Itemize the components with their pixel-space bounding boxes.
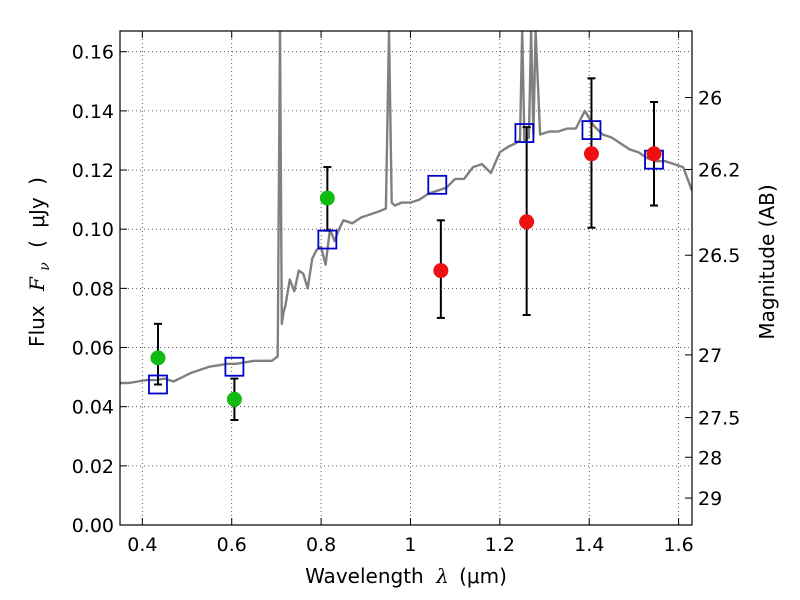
y-tick-label: 0.16 xyxy=(72,42,114,64)
y-tick-label: 0.12 xyxy=(72,160,114,182)
model-flux-square xyxy=(224,356,245,377)
y-axis-label-unit-open: ( xyxy=(25,240,49,248)
y-axis-label: Flux F ν ( μJy ) xyxy=(25,177,54,347)
x-axis-label-symbol: λ xyxy=(435,564,449,588)
right-tick-label: 28 xyxy=(698,447,722,469)
x-tick-label: 0.4 xyxy=(127,534,157,556)
photometry-point xyxy=(519,214,535,230)
x-tick-label: 1.2 xyxy=(485,534,515,556)
right-tick-label: 26.2 xyxy=(698,159,740,181)
model-flux-square xyxy=(427,174,448,195)
photometry-point xyxy=(646,146,662,162)
y-tick-label: 0.02 xyxy=(72,456,114,478)
y-axis-label-symbol: F xyxy=(25,276,49,292)
x-axis-label-unit: (μm) xyxy=(459,564,507,588)
y-axis-label-unit-close: ) xyxy=(25,177,49,185)
photometry-point xyxy=(319,190,335,206)
right-tick-label: 27.5 xyxy=(698,408,740,430)
y-axis-label-text: Flux xyxy=(25,305,49,347)
x-tick-label: 1.6 xyxy=(663,534,693,556)
model-flux-square xyxy=(514,123,535,143)
x-tick-label: 1.4 xyxy=(574,534,604,556)
plot-frame xyxy=(119,30,693,526)
y-tick-label: 0.08 xyxy=(72,278,114,300)
right-tick-label: 27 xyxy=(698,345,722,367)
marker-layer xyxy=(148,120,664,407)
y-tick-label: 0.04 xyxy=(72,397,114,419)
photometry-point xyxy=(433,263,449,279)
grid-lines xyxy=(120,31,692,525)
right-axis-label: Magnitude (AB) xyxy=(755,184,779,339)
right-tick-label: 26.5 xyxy=(698,245,740,267)
model-flux-square xyxy=(581,120,602,140)
x-tick-label: 1 xyxy=(404,534,416,556)
y-tick-label: 0.10 xyxy=(72,219,114,241)
spectrum-layer xyxy=(120,31,692,385)
y-axis-label-subscript: ν xyxy=(37,262,53,271)
axis-ticks: 0.4 0.6 0.8 1 1.2 1.4 1.6 0.00 0.02 0.04 0.06 0.08 0… xyxy=(72,31,740,556)
right-tick-label: 26 xyxy=(698,88,722,110)
x-tick-label: 0.8 xyxy=(306,534,336,556)
y-tick-label: 0.00 xyxy=(72,515,114,537)
spectrum-line xyxy=(120,31,692,385)
y-axis-label-unit: μJy xyxy=(25,197,49,228)
x-axis-label-prefix: Wavelength xyxy=(305,564,424,588)
model-flux-square xyxy=(148,374,168,395)
x-tick-label: 0.6 xyxy=(217,534,247,556)
y-tick-label: 0.14 xyxy=(72,101,114,123)
model-flux-square xyxy=(317,229,338,250)
y-tick-label: 0.06 xyxy=(72,338,114,360)
photometry-point xyxy=(583,146,599,162)
right-tick-label: 29 xyxy=(698,488,722,510)
x-axis-label: Wavelength λ (μm) xyxy=(305,564,507,588)
photometry-point xyxy=(226,391,242,407)
photometry-point xyxy=(150,350,166,366)
